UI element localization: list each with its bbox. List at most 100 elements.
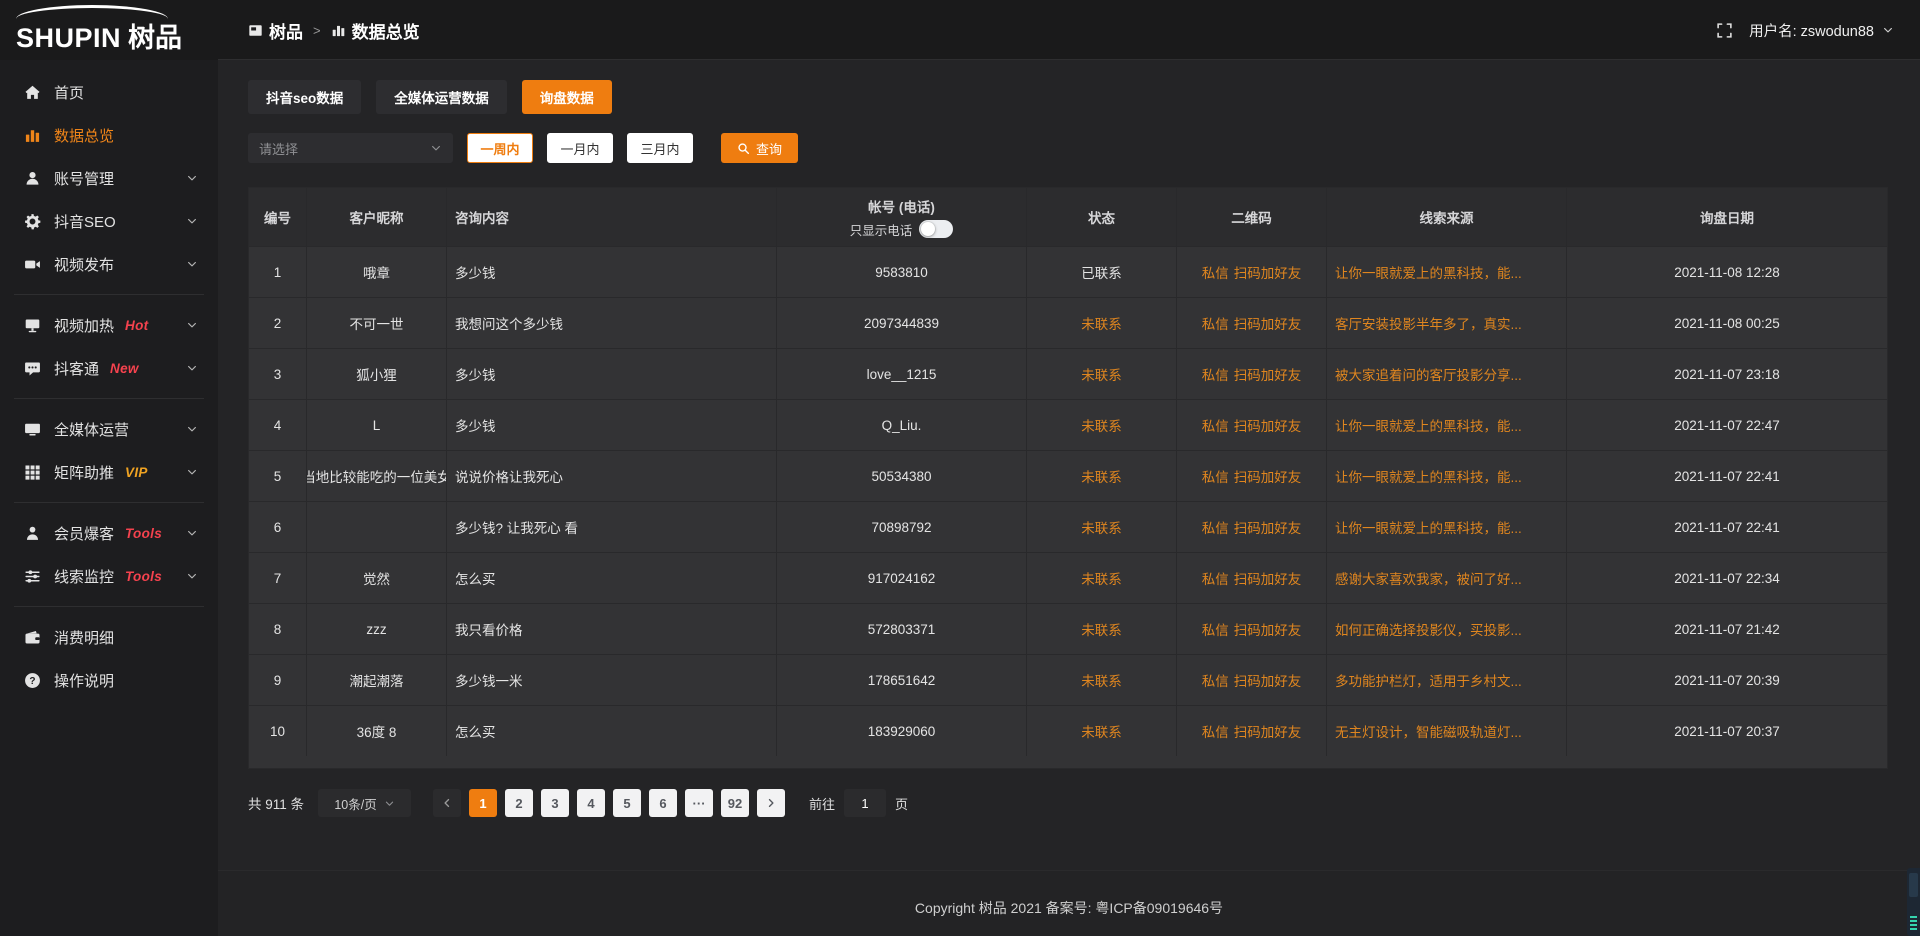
footer: Copyright 树品 2021 备案号: 粤ICP备09019646号 [218, 870, 1920, 936]
period-button-2[interactable]: 三月内 [627, 133, 693, 163]
page-button-3[interactable]: 3 [541, 789, 570, 817]
status-badge: 未联系 [1027, 297, 1177, 348]
sidebar-item-account-management[interactable]: 账号管理 [0, 161, 218, 195]
sidebar-item-douyin-seo[interactable]: 抖音SEO [0, 204, 218, 238]
logo-text-cjk: 树品 [128, 22, 183, 53]
page-size-select[interactable]: 10条/页 [318, 789, 412, 817]
copyright: Copyright 树品 2021 备案号: 粤ICP备09019646号 [914, 900, 1224, 916]
scan-add-friend-link[interactable]: 扫码加好友 [1233, 572, 1302, 587]
chevron-down-icon [186, 258, 198, 270]
scan-add-friend-link[interactable]: 扫码加好友 [1233, 623, 1302, 638]
table-row: 6 多少钱? 让我死心 看 70898792 未联系 私信 扫码加好友 让你一眼就爱上的黑科… [249, 501, 1887, 552]
goto-page: 前往 页 [809, 789, 908, 817]
inquiry-table: 编号 客户昵称 咨询内容 帐号 (电话) 只显示电话 状态 二维码 线索来源 询… [248, 187, 1888, 769]
sidebar-item-video-heat[interactable]: 视频加热 Hot [0, 308, 218, 342]
cell-date: 2021-11-07 22:41 [1567, 450, 1887, 501]
breadcrumb-separator: > [313, 22, 321, 38]
chevron-down-icon[interactable] [1882, 24, 1894, 36]
private-message-link[interactable]: 私信 [1201, 419, 1229, 434]
page-button-5[interactable]: 5 [613, 789, 642, 817]
status-badge: 未联系 [1027, 501, 1177, 552]
scan-add-friend-link[interactable]: 扫码加好友 [1233, 368, 1302, 383]
sidebar-item-video-publish[interactable]: 视频发布 [0, 247, 218, 281]
sidebar-item-member-baoke[interactable]: 会员爆客 Tools [0, 516, 218, 550]
table-row: 3 狐小狸 多少钱 love__1215 未联系 私信 扫码加好友 被大家追着问的客厅投影分享… [249, 348, 1887, 399]
filter-select[interactable]: 请选择 [248, 133, 453, 163]
page-button-92[interactable]: 92 [721, 789, 750, 817]
private-message-link[interactable]: 私信 [1201, 674, 1229, 689]
source-link[interactable]: 如何正确选择投影仪，买投影... [1335, 623, 1522, 638]
private-message-link[interactable]: 私信 [1201, 572, 1229, 587]
edge-widget[interactable] [1907, 868, 1920, 936]
scan-add-friend-link[interactable]: 扫码加好友 [1233, 674, 1302, 689]
page-buttons: 1 2 3 4 5 6 ··· 92 [461, 789, 750, 817]
private-message-link[interactable]: 私信 [1201, 623, 1229, 638]
chevron-down-icon [430, 142, 442, 154]
cell-source: 让你一眼就爱上的黑科技，能... [1327, 501, 1567, 552]
sidebar-item-clue-monitor[interactable]: 线索监控 Tools [0, 559, 218, 593]
source-link[interactable]: 让你一眼就爱上的黑科技，能... [1335, 266, 1522, 281]
source-link[interactable]: 感谢大家喜欢我家，被问了好... [1335, 572, 1522, 587]
tab-douyin-seo-data[interactable]: 抖音seo数据 [248, 80, 362, 114]
col-header-status: 状态 [1027, 188, 1177, 246]
phone-only-toggle[interactable] [919, 220, 954, 238]
scan-add-friend-link[interactable]: 扫码加好友 [1233, 266, 1302, 281]
chevron-down-icon [186, 570, 198, 582]
scan-add-friend-link[interactable]: 扫码加好友 [1233, 419, 1302, 434]
sidebar-item-media-operation[interactable]: 全媒体运营 [0, 412, 218, 446]
source-link[interactable]: 多功能护栏灯，适用于乡村文... [1335, 674, 1522, 689]
cell-nickname: 不可一世 [307, 297, 447, 348]
fullscreen-icon[interactable] [1716, 22, 1733, 39]
page-button-6[interactable]: 6 [649, 789, 678, 817]
status-badge: 未联系 [1027, 603, 1177, 654]
source-link[interactable]: 被大家追着问的客厅投影分享... [1335, 368, 1522, 383]
sidebar-badge: Tools [125, 568, 163, 584]
breadcrumb-item-root[interactable]: 树品 [248, 18, 303, 43]
page-button-1[interactable]: 1 [469, 789, 498, 817]
prev-page-button[interactable] [433, 789, 462, 817]
breadcrumb-item-current[interactable]: 数据总览 [331, 18, 420, 43]
private-message-link[interactable]: 私信 [1201, 368, 1229, 383]
private-message-link[interactable]: 私信 [1201, 521, 1229, 536]
sidebar-divider [14, 294, 204, 295]
source-link[interactable]: 让你一眼就爱上的黑科技，能... [1335, 419, 1522, 434]
sidebar-item-consumption-detail[interactable]: 消费明细 [0, 620, 218, 654]
cell-account: 50534380 [777, 450, 1027, 501]
private-message-link[interactable]: 私信 [1201, 470, 1229, 485]
logo-text: SHUPIN [16, 22, 122, 53]
source-link[interactable]: 客厅安装投影半年多了，真实... [1335, 317, 1522, 332]
sidebar-item-operation-guide[interactable]: ? 操作说明 [0, 663, 218, 697]
scan-add-friend-link[interactable]: 扫码加好友 [1233, 470, 1302, 485]
scan-add-friend-link[interactable]: 扫码加好友 [1233, 317, 1302, 332]
sidebar-item-home[interactable]: 首页 [0, 75, 218, 109]
chevron-down-icon [186, 527, 198, 539]
source-link[interactable]: 让你一眼就爱上的黑科技，能... [1335, 521, 1522, 536]
private-message-link[interactable]: 私信 [1201, 725, 1229, 740]
page-ellipsis-button[interactable]: ··· [685, 789, 714, 817]
source-link[interactable]: 无主灯设计，智能磁吸轨道灯... [1335, 725, 1522, 740]
sidebar-item-douketong[interactable]: 抖客通 New [0, 351, 218, 385]
period-button-1[interactable]: 一月内 [547, 133, 613, 163]
next-page-button[interactable] [757, 789, 786, 817]
period-button-0[interactable]: 一周内 [467, 133, 533, 163]
private-message-link[interactable]: 私信 [1201, 317, 1229, 332]
sidebar-item-data-overview[interactable]: 数据总览 [0, 118, 218, 152]
scan-add-friend-link[interactable]: 扫码加好友 [1233, 725, 1302, 740]
private-message-link[interactable]: 私信 [1201, 266, 1229, 281]
page-button-2[interactable]: 2 [505, 789, 534, 817]
username[interactable]: 用户名: zswodun88 [1749, 23, 1874, 40]
col-header-date: 询盘日期 [1700, 211, 1754, 226]
source-link[interactable]: 让你一眼就爱上的黑科技，能... [1335, 470, 1522, 485]
col-header-qrcode: 二维码 [1177, 188, 1327, 246]
cell-inquiry: 我只看价格 [447, 603, 777, 654]
cell-date: 2021-11-08 00:25 [1567, 297, 1887, 348]
tab-media-operation-data[interactable]: 全媒体运营数据 [376, 80, 507, 114]
cell-no: 4 [249, 399, 307, 450]
sidebar-item-label: 操作说明 [54, 672, 115, 690]
goto-page-input[interactable] [844, 789, 887, 817]
query-button[interactable]: 查询 [721, 133, 799, 163]
scan-add-friend-link[interactable]: 扫码加好友 [1233, 521, 1302, 536]
page-button-4[interactable]: 4 [577, 789, 606, 817]
tab-inquiry-data[interactable]: 询盘数据 [521, 80, 612, 114]
sidebar-item-matrix-boost[interactable]: 矩阵助推 VIP [0, 455, 218, 489]
